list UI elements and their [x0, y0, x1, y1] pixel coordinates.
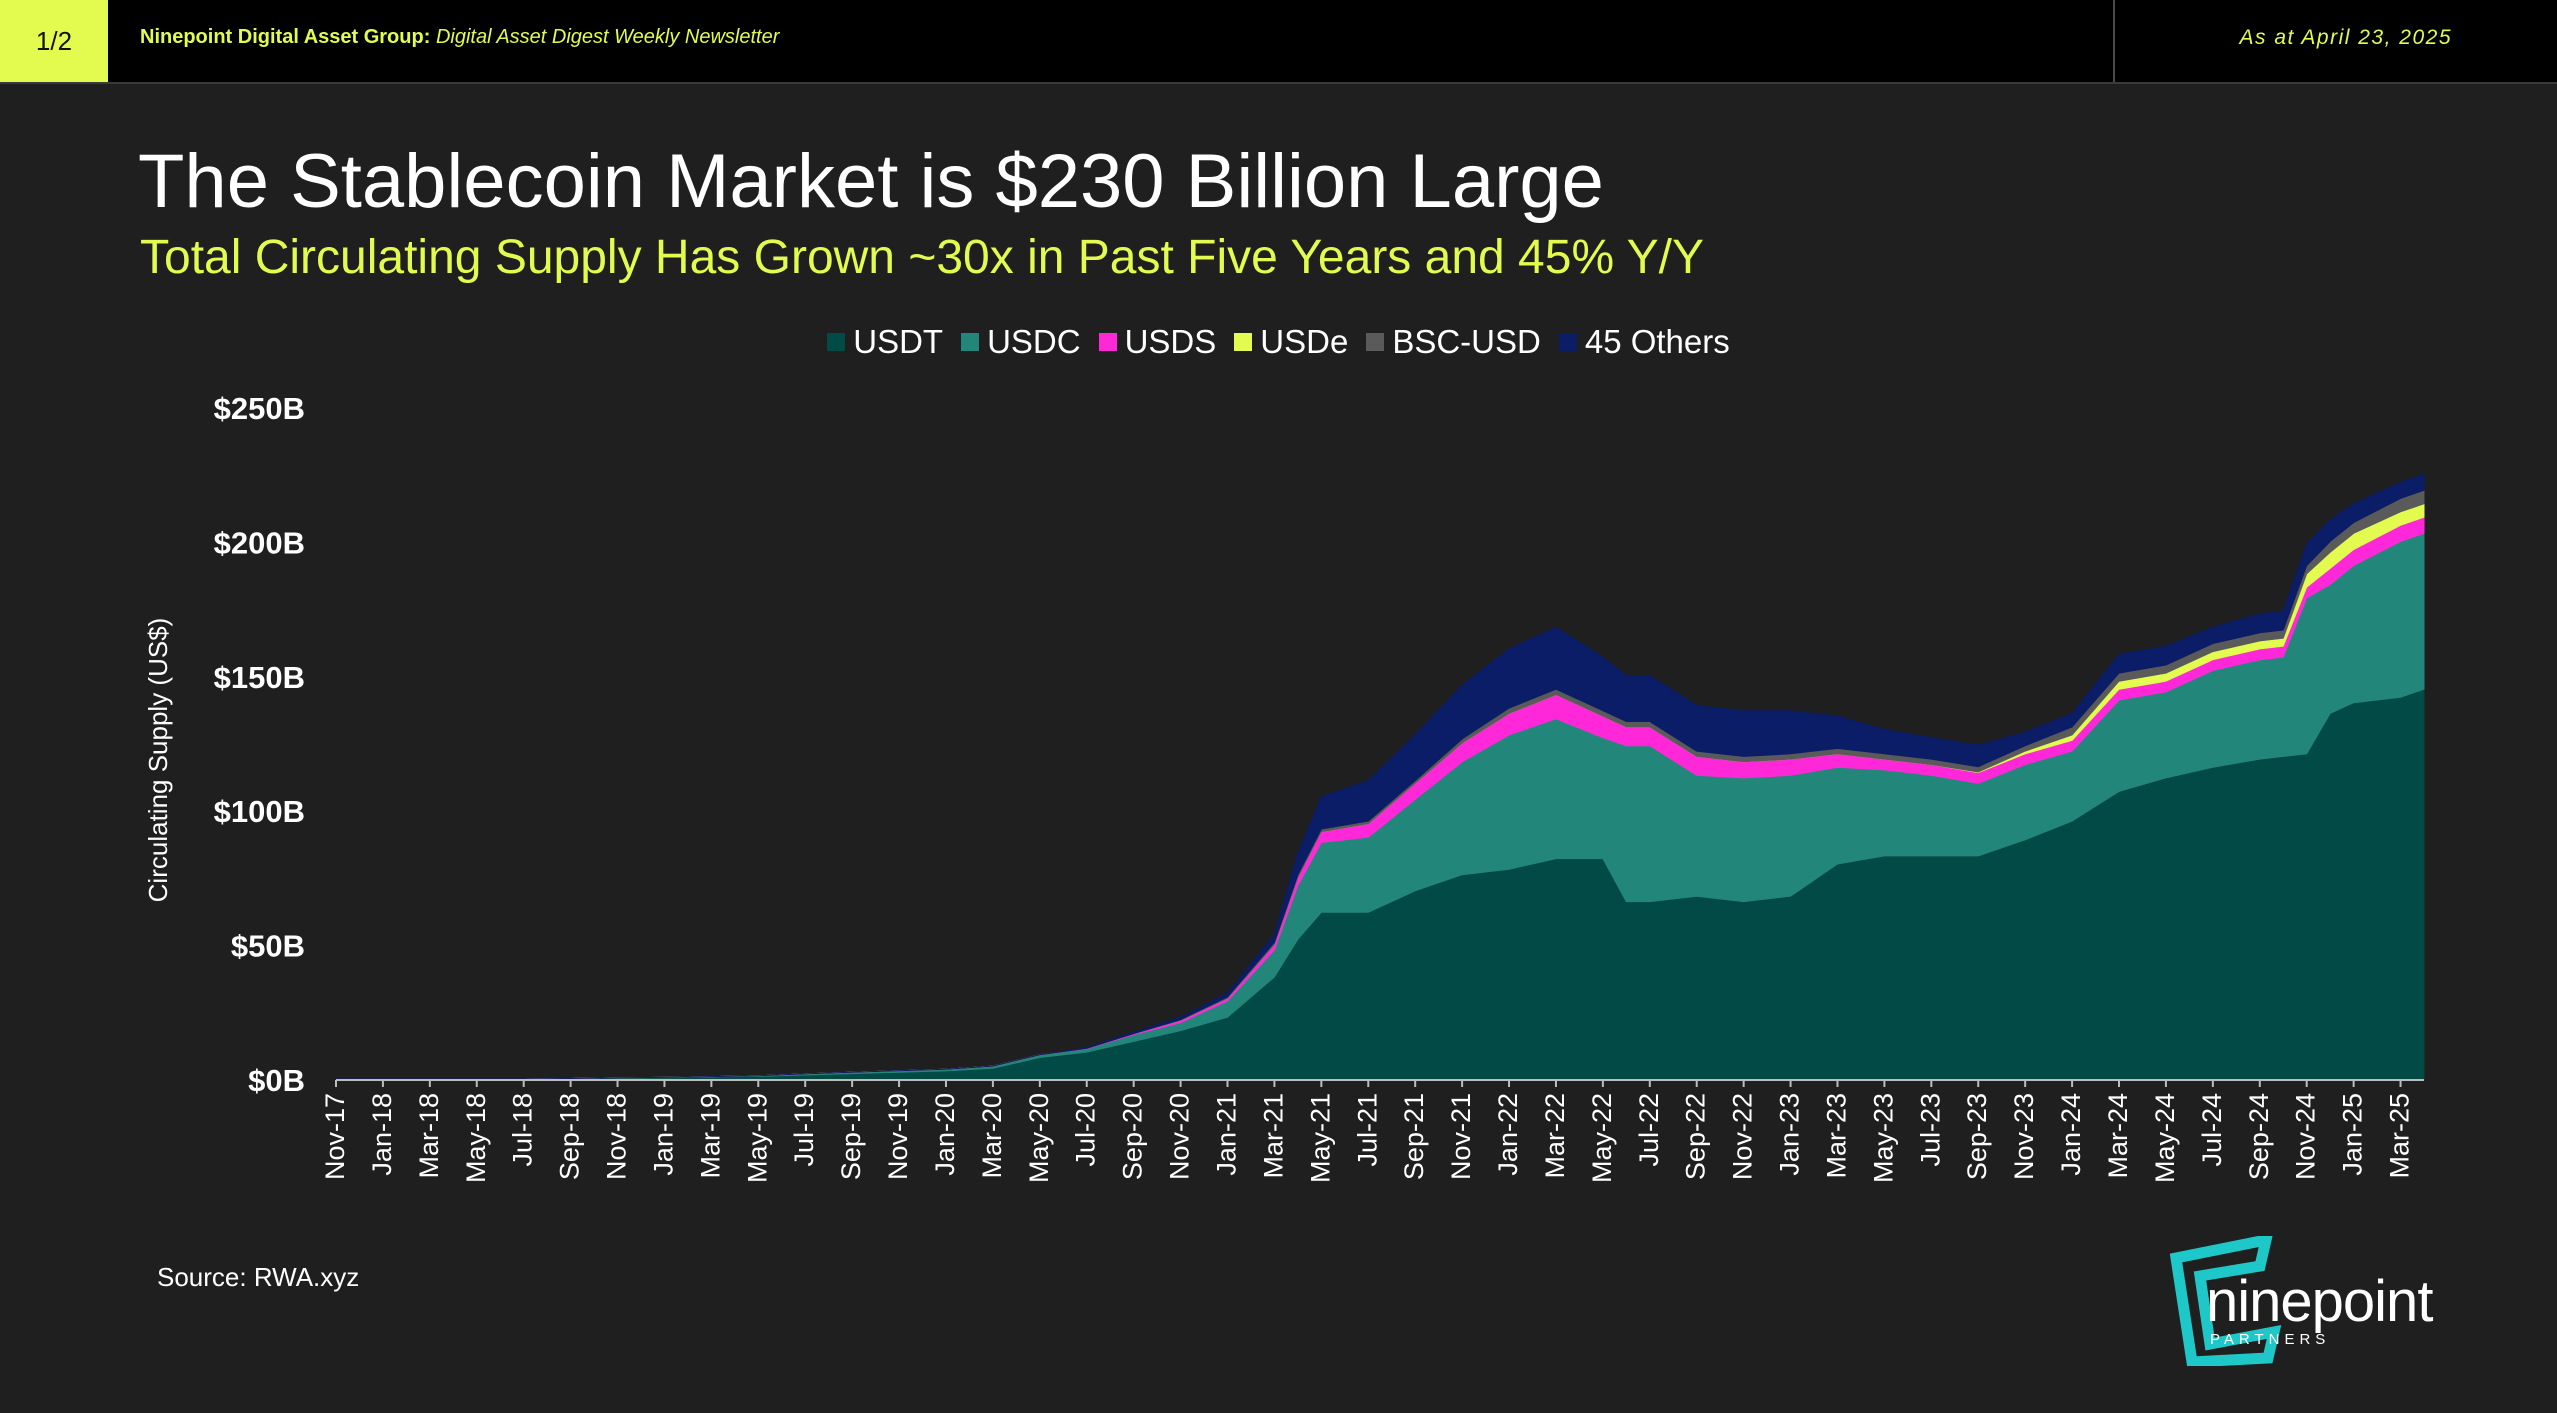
legend-swatch: [827, 333, 846, 351]
x-tick-label: Nov-19: [883, 1093, 913, 1180]
x-tick-label: Mar-18: [414, 1093, 444, 1179]
legend-swatch: [1366, 333, 1385, 351]
x-tick-label: Mar-19: [695, 1093, 725, 1179]
x-tick-label: Jul-20: [1071, 1093, 1101, 1167]
x-tick-label: Nov-18: [602, 1093, 632, 1180]
x-tick-label: Mar-25: [2385, 1093, 2415, 1179]
y-tick-label: $200B: [214, 525, 305, 560]
x-tick-label: May-19: [742, 1093, 772, 1183]
x-tick-label: Mar-22: [1540, 1093, 1570, 1179]
legend-item-usds: USDS: [1098, 323, 1217, 361]
x-tick-label: May-21: [1305, 1093, 1335, 1183]
x-tick-label: Nov-21: [1446, 1093, 1476, 1180]
x-tick-label: Jan-24: [2056, 1093, 2086, 1176]
x-tick-label: Nov-24: [2291, 1093, 2321, 1180]
y-axis-label: Circulating Supply (US$): [143, 618, 173, 903]
legend-item-usdc: USDC: [961, 323, 1081, 361]
logo-subtitle: PARTNERS: [2210, 1331, 2331, 1348]
x-tick-label: Jan-25: [2338, 1093, 2368, 1176]
x-tick-label: Jul-24: [2197, 1093, 2227, 1167]
header-divider: [2113, 0, 2115, 82]
x-tick-label: Jan-20: [930, 1093, 960, 1176]
x-tick-label: May-22: [1587, 1093, 1617, 1183]
publication-name: Digital Asset Digest Weekly Newsletter: [435, 26, 780, 48]
x-tick-label: Jul-18: [508, 1093, 538, 1167]
slide-subtitle: Total Circulating Supply Has Grown ~30x …: [140, 231, 1704, 284]
x-tick-label: Jul-19: [789, 1093, 819, 1167]
legend-label: USDT: [853, 323, 944, 360]
x-tick-label: May-20: [1024, 1093, 1054, 1183]
y-tick-label: $50B: [231, 929, 305, 964]
x-tick-label: Nov-20: [1165, 1093, 1195, 1180]
x-tick-label: Mar-20: [977, 1093, 1007, 1179]
chart-legend: USDT USDC USDS USDe BSC-USD 45 Others: [0, 322, 2557, 362]
x-tick-label: Sep-24: [2244, 1093, 2274, 1180]
y-tick-label: $150B: [214, 660, 305, 695]
x-tick-label: Sep-22: [1681, 1093, 1711, 1180]
legend-swatch: [1234, 333, 1253, 351]
legend-swatch: [1558, 333, 1577, 351]
x-tick-label: Jan-18: [367, 1093, 397, 1176]
x-tick-label: Nov-22: [1728, 1093, 1758, 1180]
legend-label: USDe: [1260, 323, 1349, 360]
legend-item-usde: USDe: [1234, 323, 1348, 361]
x-tick-label: Sep-19: [836, 1093, 866, 1180]
page-indicator: 1/2: [0, 0, 108, 82]
x-tick-label: Mar-23: [1821, 1093, 1851, 1179]
series-area-45-others: [336, 473, 2425, 1080]
legend-label: 45 Others: [1584, 323, 1730, 360]
legend-label: USDC: [987, 323, 1081, 360]
newsletter-title: Ninepoint Digital Asset Group: Digital A…: [140, 26, 779, 49]
x-tick-label: May-24: [2150, 1093, 2180, 1183]
x-tick-label: Jan-19: [648, 1093, 678, 1176]
org-name: Ninepoint Digital Asset Group:: [140, 26, 431, 48]
legend-swatch: [961, 333, 980, 351]
x-tick-label: Nov-17: [320, 1093, 350, 1180]
logo-bracket-icon: [2170, 1236, 2282, 1366]
x-tick-label: Sep-21: [1399, 1093, 1429, 1180]
x-tick-label: Nov-23: [2009, 1093, 2039, 1180]
x-tick-label: Mar-24: [2103, 1093, 2133, 1179]
x-tick-label: Jul-22: [1634, 1093, 1664, 1167]
report-date: As at April 23, 2025: [2239, 26, 2452, 49]
top-bar: 1/2 Ninepoint Digital Asset Group: Digit…: [0, 0, 2557, 84]
y-tick-label: $100B: [214, 794, 305, 829]
logo-wordmark: ninepoint: [2206, 1269, 2433, 1334]
x-tick-label: Jan-22: [1493, 1093, 1523, 1176]
x-tick-label: Sep-23: [1962, 1093, 1992, 1180]
y-tick-label: $0B: [248, 1063, 305, 1098]
legend-item-usdt: USDT: [827, 323, 943, 361]
x-tick-label: May-23: [1868, 1093, 1898, 1183]
x-tick-label: Jan-23: [1775, 1093, 1805, 1176]
y-tick-label: $250B: [214, 391, 305, 426]
source-note: Source: RWA.xyz: [157, 1262, 360, 1292]
legend-item-45-others: 45 Others: [1558, 323, 1730, 361]
x-tick-label: Jul-21: [1352, 1093, 1382, 1167]
legend-label: USDS: [1124, 323, 1217, 360]
ninepoint-logo: ninepoint PARTNERS: [2170, 1236, 2460, 1366]
x-tick-label: May-18: [461, 1093, 491, 1183]
legend-label: BSC-USD: [1392, 323, 1541, 360]
legend-swatch: [1098, 333, 1117, 351]
legend-item-bsc-usd: BSC-USD: [1366, 323, 1541, 361]
x-tick-label: Sep-18: [555, 1093, 585, 1180]
x-tick-label: Jan-21: [1212, 1093, 1242, 1176]
x-tick-label: Mar-21: [1258, 1093, 1288, 1179]
x-tick-label: Jul-23: [1915, 1093, 1945, 1167]
x-tick-label: Sep-20: [1118, 1093, 1148, 1180]
slide-title: The Stablecoin Market is $230 Billion La…: [138, 139, 1604, 224]
